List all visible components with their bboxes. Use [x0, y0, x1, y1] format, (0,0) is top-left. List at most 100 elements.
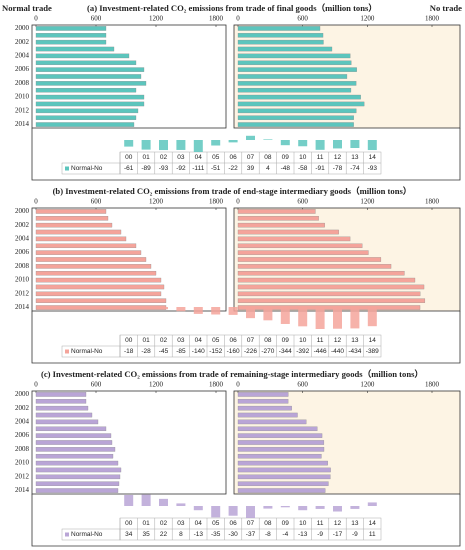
bar [35, 209, 107, 214]
table-header: 08 [264, 337, 272, 344]
bar [237, 33, 324, 38]
bar [237, 405, 292, 411]
x-tick-label: 1200 [149, 15, 164, 23]
table-header: 12 [334, 337, 342, 344]
table-header: 09 [282, 520, 290, 527]
table-value: -13 [194, 531, 204, 538]
bar [35, 474, 121, 480]
y-tick-label: 2008 [15, 262, 30, 270]
table-value: -78 [333, 165, 343, 172]
table-header: 13 [351, 337, 359, 344]
table-value: -9 [352, 531, 358, 538]
table-value: -28 [141, 348, 151, 355]
table-value: 35 [142, 531, 150, 538]
table-header: 12 [334, 154, 342, 161]
legend-swatch [65, 349, 69, 354]
difference-bar [124, 307, 134, 308]
table-value: -48 [281, 165, 291, 172]
table-header: 14 [369, 520, 377, 527]
legend-swatch [65, 166, 69, 171]
table-header: 03 [177, 337, 185, 344]
y-tick-label: 2000 [15, 390, 30, 398]
table-header: 06 [229, 337, 237, 344]
bar [35, 39, 107, 45]
difference-bar [193, 506, 203, 511]
y-tick-label: 2002 [15, 404, 30, 412]
y-tick-label: 2012 [15, 106, 30, 114]
table-header: 02 [160, 337, 168, 344]
bar [35, 440, 113, 445]
bar [35, 101, 145, 107]
bar [237, 229, 339, 235]
difference-bar [298, 140, 308, 147]
bar [35, 94, 145, 100]
difference-bar [333, 307, 342, 329]
difference-bar [211, 140, 221, 146]
bar [237, 39, 324, 45]
table-value: -160 [227, 348, 240, 355]
y-tick-label: 2006 [15, 431, 30, 439]
difference-bar [228, 140, 238, 143]
table-value: -91 [315, 165, 325, 172]
bar [237, 270, 405, 276]
y-tick-label: 2014 [15, 120, 30, 128]
x-tick-label: 0 [236, 381, 240, 389]
bar [237, 392, 289, 397]
legend-swatch [65, 532, 69, 537]
x-tick-label: 0 [34, 381, 38, 389]
bar [35, 87, 137, 93]
bar [35, 460, 119, 466]
table-header: 07 [247, 154, 255, 161]
y-tick-label: 2004 [15, 52, 30, 60]
y-tick-label: 2010 [15, 93, 30, 101]
x-tick-label: 1200 [360, 381, 375, 389]
y-tick-label: 2000 [15, 207, 30, 215]
bar [35, 284, 165, 290]
bracket [31, 494, 461, 547]
bar [35, 405, 89, 411]
bar [237, 236, 351, 242]
table-header: 10 [299, 154, 307, 161]
table-value: -13 [298, 531, 308, 538]
x-tick-label: 0 [236, 198, 240, 206]
difference-bar [333, 140, 342, 149]
x-tick-label: 600 [297, 15, 308, 23]
bracket [31, 311, 461, 364]
x-tick-label: 1200 [149, 381, 164, 389]
chart-title: (b) Investment-related CO₂ emissions fro… [53, 186, 412, 196]
y-tick-label: 2004 [15, 235, 30, 243]
x-tick-label: 1800 [209, 198, 224, 206]
x-tick-label: 1800 [425, 381, 440, 389]
bar [237, 426, 318, 432]
bar [237, 74, 348, 79]
bar [237, 101, 365, 107]
bar [237, 305, 421, 310]
table-header: 11 [317, 520, 324, 527]
table-value: 34 [125, 531, 133, 538]
difference-bar [211, 506, 221, 518]
difference-bar [263, 139, 273, 140]
bar [35, 270, 157, 276]
table-value: -440 [331, 348, 344, 355]
bar [35, 419, 99, 425]
difference-bar [176, 307, 186, 312]
table-header: 05 [212, 337, 220, 344]
difference-bar [367, 307, 377, 327]
table-header: 06 [229, 520, 237, 527]
bar [237, 412, 298, 418]
bar [35, 46, 115, 52]
table-header: 00 [125, 154, 133, 161]
table-header: 07 [247, 337, 255, 344]
table-header: 14 [369, 337, 377, 344]
bar [35, 81, 147, 86]
table-header: 04 [195, 520, 203, 527]
bar [35, 291, 162, 297]
table-value: -270 [261, 348, 274, 355]
difference-bar [263, 506, 273, 509]
bar [35, 433, 112, 438]
table-value: 39 [247, 165, 255, 172]
x-tick-label: 1200 [149, 198, 164, 206]
difference-bar [367, 140, 377, 151]
table-value: -92 [176, 165, 186, 172]
bar [237, 453, 322, 459]
